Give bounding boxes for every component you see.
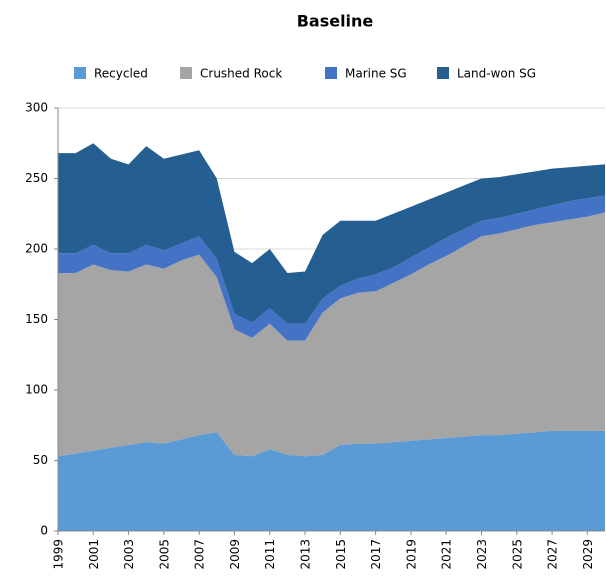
y-tick-label: 100 (25, 383, 48, 397)
x-tick-label: 2017 (369, 539, 383, 570)
area (58, 212, 605, 457)
legend-label: Marine SG (345, 67, 407, 81)
x-tick-label: 2027 (546, 539, 560, 570)
x-tick-label: 2009 (228, 539, 242, 570)
legend-swatch (437, 67, 449, 79)
x-tick-label: 2007 (193, 539, 207, 570)
area (58, 430, 605, 531)
y-tick-label: 0 (40, 524, 48, 538)
x-tick-label: 2005 (157, 539, 171, 570)
x-tick-label: 2001 (87, 539, 101, 570)
legend-label: Recycled (94, 67, 148, 81)
x-tick-label: 2025 (510, 539, 524, 570)
x-tick-label: 2013 (299, 539, 313, 570)
legend-label: Crushed Rock (200, 67, 282, 81)
y-tick-label: 300 (25, 101, 48, 115)
x-tick-label: 2003 (122, 539, 136, 570)
y-tick-label: 50 (33, 453, 48, 467)
x-tick-label: 2029 (581, 539, 595, 570)
x-tick-label: 2019 (404, 539, 418, 570)
chart-title: Baseline (297, 12, 374, 31)
y-tick-label: 200 (25, 242, 48, 256)
legend-swatch (325, 67, 337, 79)
x-tick-label: 2021 (440, 539, 454, 570)
legend-swatch (180, 67, 192, 79)
x-tick-label: 1999 (52, 539, 66, 570)
x-tick-label: 2015 (334, 539, 348, 570)
area (58, 195, 605, 341)
y-tick-label: 150 (25, 312, 48, 326)
area (58, 143, 605, 324)
y-tick-label: 250 (25, 171, 48, 185)
legend-swatch (74, 67, 86, 79)
x-tick-label: 2011 (263, 539, 277, 570)
legend-label: Land-won SG (457, 67, 536, 81)
x-tick-label: 2023 (475, 539, 489, 570)
